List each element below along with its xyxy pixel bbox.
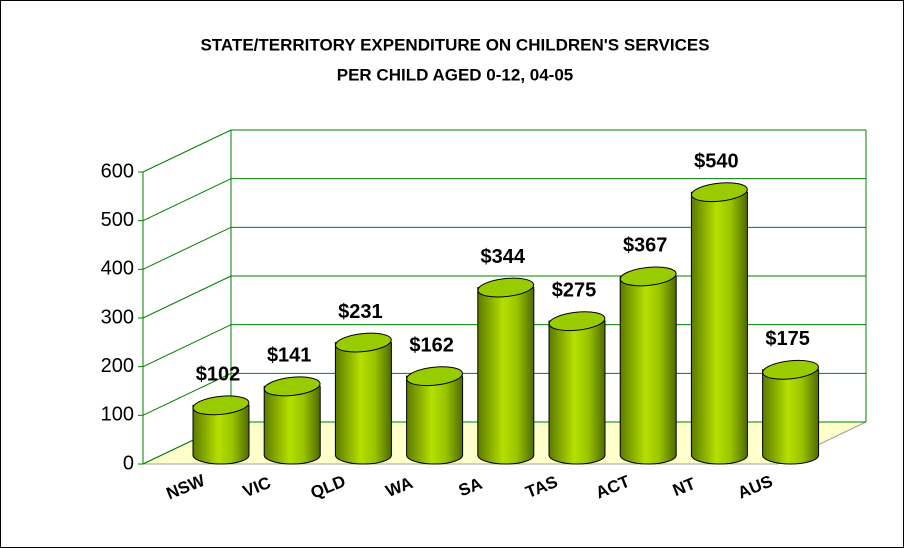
- grid-line: [142, 178, 232, 222]
- bar: [619, 275, 677, 465]
- bar: [548, 320, 606, 465]
- data-label: $231: [338, 301, 383, 323]
- bar-top: [335, 332, 392, 353]
- data-label: $102: [196, 364, 241, 386]
- data-label: $162: [409, 334, 454, 356]
- data-label: $275: [552, 279, 597, 301]
- bar-top: [762, 359, 819, 380]
- bar: [192, 404, 250, 465]
- grid-line: [142, 129, 232, 173]
- y-tick-label: 200: [101, 355, 134, 377]
- grid-line: [142, 372, 232, 416]
- y-tick-label: 100: [101, 404, 134, 426]
- y-tick-label: 400: [101, 258, 134, 280]
- data-label: $540: [694, 150, 739, 172]
- bar-top: [548, 311, 606, 332]
- grid-line: [142, 275, 232, 319]
- y-tick-label: 600: [101, 160, 134, 182]
- data-label: $175: [765, 328, 810, 350]
- y-tick-label: 500: [101, 209, 134, 231]
- data-label: $367: [623, 235, 668, 257]
- y-tick-label: 0: [123, 452, 134, 474]
- bar-top: [619, 266, 677, 287]
- grid-line: [142, 324, 232, 368]
- chart-subtitle: PER CHILD AGED 0-12, 04-05: [337, 65, 574, 84]
- bar-top: [192, 395, 250, 416]
- data-label: $344: [481, 246, 526, 268]
- bar: [263, 385, 321, 465]
- bar-top: [691, 182, 748, 203]
- bar: [690, 191, 748, 465]
- bar: [477, 287, 535, 465]
- y-tick-label: 300: [101, 306, 134, 328]
- data-label: $141: [267, 345, 312, 367]
- chart-title: STATE/TERRITORY EXPENDITURE ON CHILDREN'…: [200, 35, 709, 54]
- bar: [406, 375, 464, 465]
- bar-top: [263, 376, 321, 397]
- grid-line: [142, 226, 232, 270]
- bar-top: [406, 366, 463, 387]
- bar: [334, 342, 392, 465]
- bar-top: [477, 277, 535, 298]
- bar: [762, 369, 820, 465]
